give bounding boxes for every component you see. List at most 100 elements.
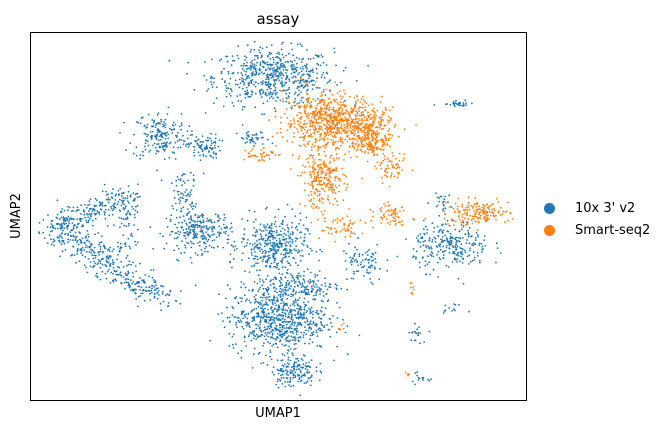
point-10x	[436, 196, 439, 199]
point-10x	[262, 317, 264, 319]
point-10x	[445, 244, 448, 247]
point-10x	[262, 230, 265, 232]
point-10x	[206, 240, 209, 243]
point-10x	[251, 320, 254, 322]
point-smartseq2	[300, 145, 303, 147]
point-10x	[282, 56, 285, 59]
point-10x	[374, 267, 376, 270]
point-10x	[93, 265, 96, 267]
point-10x	[293, 304, 296, 307]
point-10x	[80, 252, 82, 254]
point-10x	[275, 71, 278, 73]
point-10x	[179, 178, 182, 180]
point-smartseq2	[276, 132, 279, 134]
point-smartseq2	[330, 108, 333, 111]
point-10x	[126, 195, 129, 197]
point-10x	[353, 272, 356, 275]
point-10x	[149, 226, 152, 229]
point-10x	[155, 287, 158, 290]
point-10x	[135, 121, 138, 123]
point-10x	[289, 378, 292, 381]
point-10x	[198, 220, 201, 223]
point-smartseq2	[325, 174, 327, 177]
point-10x	[91, 210, 94, 213]
point-10x	[189, 203, 192, 206]
point-smartseq2	[314, 99, 317, 102]
point-10x	[277, 317, 280, 320]
point-10x	[174, 158, 177, 160]
point-10x	[246, 44, 249, 47]
point-10x	[90, 248, 92, 251]
point-10x	[306, 73, 309, 76]
point-10x	[125, 218, 127, 221]
point-10x	[83, 211, 86, 213]
point-smartseq2	[388, 109, 391, 112]
point-10x	[290, 42, 293, 45]
point-10x	[259, 320, 262, 323]
chart-title: assay	[257, 10, 300, 28]
point-10x	[259, 250, 261, 253]
point-10x	[280, 58, 283, 61]
point-10x	[350, 259, 353, 262]
point-10x	[67, 234, 70, 237]
point-10x	[303, 331, 305, 334]
point-10x	[292, 81, 295, 83]
point-smartseq2	[344, 116, 346, 119]
point-smartseq2	[335, 186, 338, 189]
point-smartseq2	[316, 104, 318, 107]
point-10x	[452, 219, 455, 222]
point-smartseq2	[358, 136, 360, 139]
point-10x	[328, 283, 331, 285]
point-10x	[107, 209, 110, 211]
point-smartseq2	[357, 131, 359, 134]
point-10x	[125, 225, 128, 228]
point-smartseq2	[365, 102, 368, 105]
point-10x	[450, 241, 453, 244]
point-10x	[291, 303, 294, 306]
point-smartseq2	[320, 121, 323, 124]
point-10x	[156, 291, 159, 294]
point-10x	[312, 284, 315, 287]
point-10x	[51, 225, 54, 228]
point-10x	[251, 72, 254, 75]
point-10x	[272, 242, 274, 244]
point-10x	[240, 310, 243, 313]
point-10x	[190, 219, 193, 222]
point-smartseq2	[354, 114, 357, 117]
point-10x	[307, 229, 309, 232]
point-smartseq2	[303, 182, 306, 185]
point-smartseq2	[361, 129, 364, 132]
point-smartseq2	[322, 171, 325, 174]
point-10x	[306, 49, 308, 51]
point-smartseq2	[375, 167, 378, 170]
point-10x	[282, 309, 284, 312]
point-10x	[192, 184, 195, 187]
point-10x	[290, 64, 293, 66]
point-10x	[80, 249, 83, 252]
point-10x	[260, 330, 263, 333]
point-10x	[314, 274, 317, 276]
point-10x	[315, 370, 318, 373]
point-10x	[257, 82, 260, 85]
point-smartseq2	[381, 138, 384, 141]
point-10x	[472, 242, 475, 244]
point-smartseq2	[312, 122, 314, 125]
point-10x	[240, 356, 243, 359]
point-smartseq2	[358, 106, 361, 108]
point-10x	[188, 195, 191, 198]
point-10x	[232, 71, 235, 74]
point-smartseq2	[311, 113, 314, 115]
point-10x	[295, 249, 297, 252]
point-10x	[251, 290, 254, 292]
point-smartseq2	[324, 127, 327, 130]
point-10x	[242, 311, 244, 314]
point-10x	[200, 228, 203, 230]
point-10x	[254, 335, 257, 338]
point-10x	[269, 230, 271, 232]
point-10x	[285, 369, 287, 372]
point-smartseq2	[336, 92, 339, 95]
point-10x	[256, 269, 258, 272]
point-smartseq2	[364, 123, 367, 125]
point-10x	[266, 61, 269, 64]
point-smartseq2	[291, 141, 294, 144]
